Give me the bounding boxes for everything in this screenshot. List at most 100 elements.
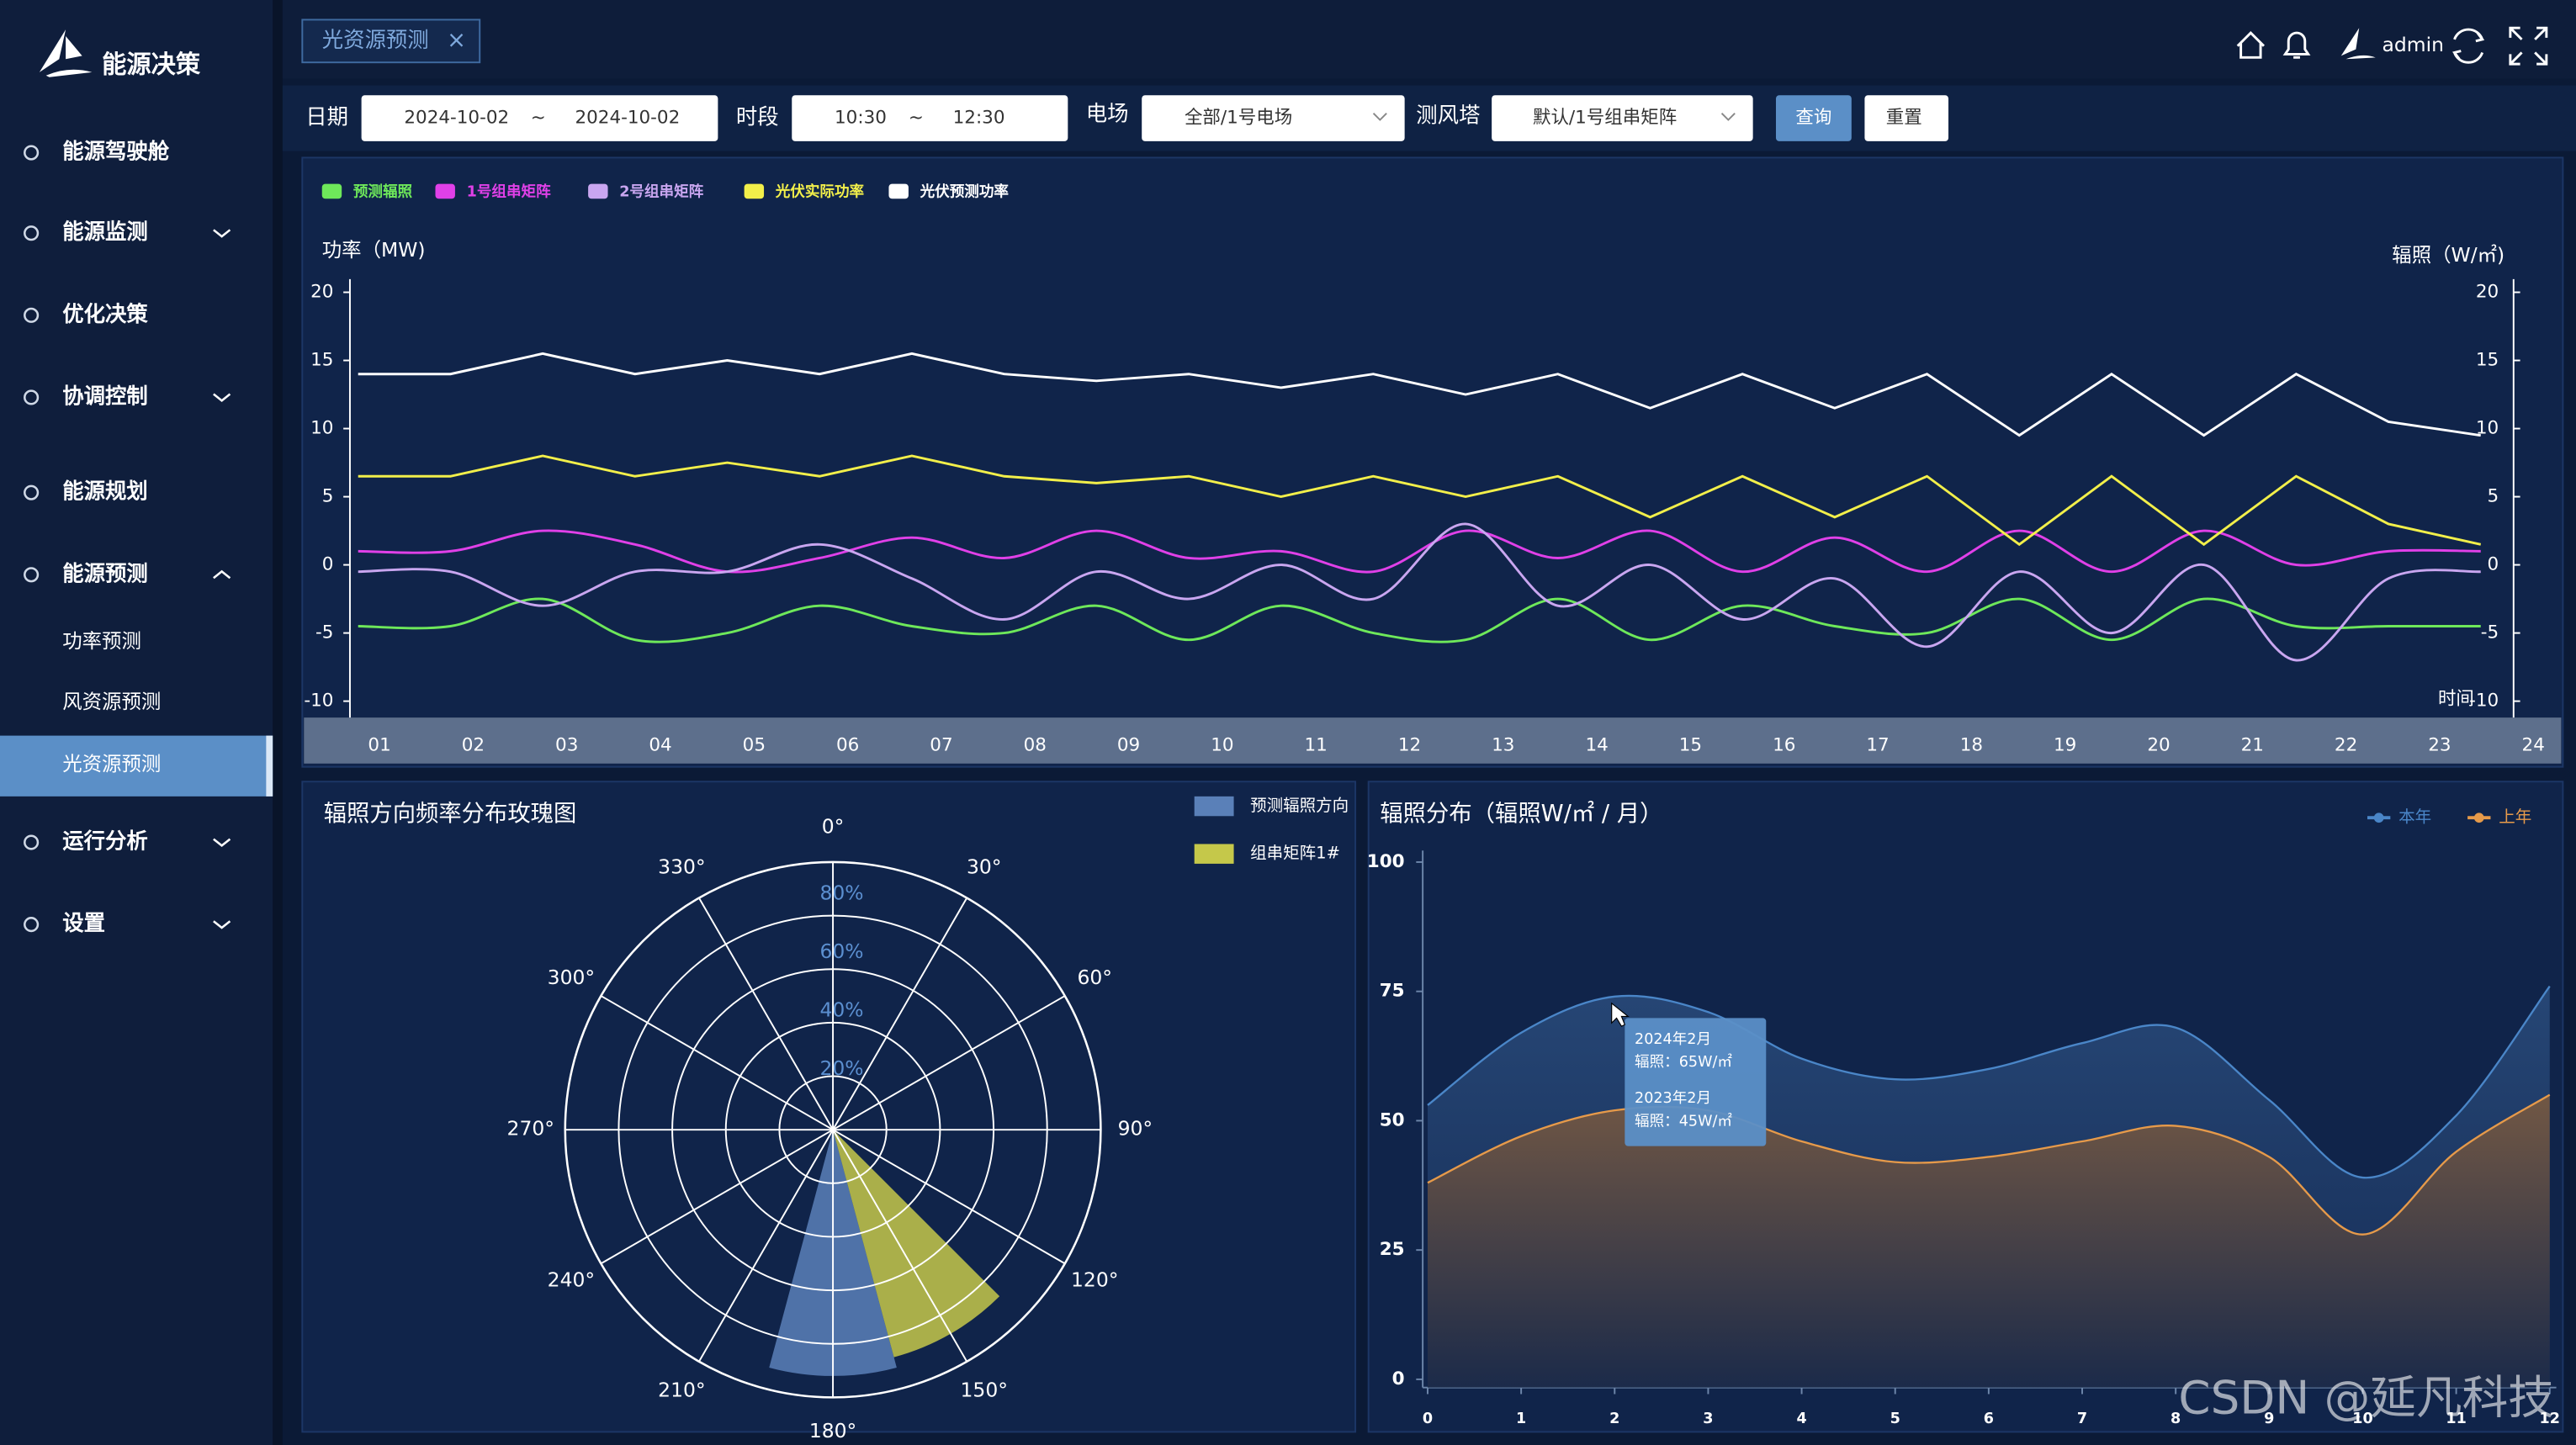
legend-swatch[interactable] <box>435 183 455 199</box>
date-label: 日期 <box>305 104 348 130</box>
x-tick-label: 21 <box>2241 734 2264 755</box>
legend-label[interactable]: 光伏实际功率 <box>775 183 865 200</box>
menu-item[interactable]: 光资源预测 <box>62 752 161 775</box>
series-area <box>1427 1094 2550 1388</box>
y-tick-label: 0 <box>322 554 334 575</box>
menu-item[interactable]: 功率预测 <box>62 629 141 653</box>
user-name[interactable]: admin <box>2383 33 2444 56</box>
x-tick-label: 13 <box>1492 734 1514 755</box>
x-tick-label: 4 <box>1796 1411 1806 1427</box>
menu-item[interactable]: 能源规划 <box>62 479 148 504</box>
x-tick-label: 11 <box>1305 734 1328 755</box>
tab-close[interactable]: × <box>447 27 466 53</box>
bell-icon[interactable] <box>2282 31 2311 59</box>
legend-swatch[interactable] <box>321 183 342 199</box>
legend-label[interactable]: 组串矩阵1# <box>1250 844 1340 863</box>
series-line <box>358 352 2481 437</box>
x-tick-label: 07 <box>930 734 952 755</box>
legend-label[interactable]: 1号组串矩阵 <box>467 183 551 200</box>
legend-dot <box>2373 812 2384 823</box>
menu-item[interactable]: 设置 <box>62 910 105 935</box>
x-tick-label: 20 <box>2147 734 2170 755</box>
angle-label: 0° <box>822 814 845 838</box>
angle-label: 210° <box>658 1379 705 1402</box>
time-sep: ~ <box>909 108 924 129</box>
date-input[interactable] <box>361 95 718 141</box>
tooltip <box>1625 1018 1767 1146</box>
legend-swatch[interactable] <box>888 183 909 199</box>
tab-label[interactable]: 光资源预测 <box>322 27 429 52</box>
field-select[interactable] <box>1142 95 1405 141</box>
x-axis-band <box>304 717 2562 764</box>
menu-chevron <box>213 229 231 238</box>
legend-label[interactable]: 光伏预测功率 <box>920 183 1010 200</box>
legend-swatch[interactable] <box>744 183 765 199</box>
line-panel <box>301 156 2564 768</box>
active-menu-marker <box>266 735 273 797</box>
tower-select[interactable] <box>1492 95 1753 141</box>
x-tick-label: 24 <box>2522 734 2545 755</box>
sidebar-divider <box>273 0 283 1445</box>
menu-item[interactable]: 运行分析 <box>62 828 148 854</box>
y2-tick-label: 15 <box>2476 350 2499 371</box>
legend-label[interactable]: 上年 <box>2499 807 2531 827</box>
x-tick-label: 23 <box>2428 734 2451 755</box>
menu-item[interactable]: 协调控制 <box>62 383 148 408</box>
query-button[interactable] <box>1775 95 1852 141</box>
legend-label[interactable]: 2号组串矩阵 <box>619 183 703 200</box>
menu-item[interactable]: 风资源预测 <box>62 690 161 713</box>
legend-swatch[interactable] <box>588 183 608 199</box>
polar-spoke <box>832 995 1066 1131</box>
tower-label: 测风塔 <box>1416 103 1480 128</box>
reset-button[interactable] <box>1864 95 1949 141</box>
menu-icon <box>24 567 40 583</box>
menu-item[interactable]: 能源驾驶舱 <box>62 139 170 164</box>
x-tick-label: 03 <box>555 734 578 755</box>
legend-label[interactable]: 本年 <box>2398 807 2431 827</box>
menu-icon <box>24 225 40 241</box>
series-line <box>358 597 2481 643</box>
x-tick-label: 15 <box>1679 734 1702 755</box>
rose-sector <box>833 1130 1000 1358</box>
menu-item[interactable]: 能源监测 <box>62 219 148 244</box>
tab[interactable] <box>301 19 481 64</box>
tooltip-line: 2023年2月 <box>1635 1090 1711 1107</box>
legend-label[interactable]: 预测辐照 <box>353 183 413 200</box>
angle-label: 300° <box>548 966 595 989</box>
legend-swatch[interactable] <box>1194 844 1234 864</box>
x-tick-label: 12 <box>2540 1411 2560 1427</box>
cursor <box>1611 1002 1630 1027</box>
area-title: 辐照分布（辐照W/㎡ / 月） <box>1380 801 1662 827</box>
x-tick-label: 19 <box>2054 734 2076 755</box>
menu-icon <box>24 389 40 405</box>
x-tick-label: 22 <box>2335 734 2357 755</box>
y-tick-label: 20 <box>310 282 333 303</box>
menu-item[interactable]: 优化决策 <box>62 301 148 326</box>
legend-label[interactable]: 预测辐照方向 <box>1250 796 1349 815</box>
x-tick-label: 1 <box>1516 1411 1526 1427</box>
angle-label: 240° <box>548 1268 595 1291</box>
menu-chevron <box>213 569 231 580</box>
y-tick-label: 75 <box>1380 981 1405 1002</box>
refresh-icon[interactable] <box>2451 28 2485 64</box>
home-icon[interactable] <box>2236 30 2266 59</box>
menu-item[interactable]: 能源预测 <box>62 560 148 585</box>
x-tick-label: 14 <box>1585 734 1608 755</box>
fullscreen-icon[interactable] <box>2509 26 2548 66</box>
x-tick-label: 02 <box>462 734 485 755</box>
legend-dot <box>2473 812 2484 823</box>
logo-text: 能源决策 <box>102 50 201 79</box>
query[interactable]: 查询 <box>1795 108 1831 129</box>
date-end: 2024-10-02 <box>575 108 680 129</box>
x-tick-label: 09 <box>1117 734 1140 755</box>
field-label: 电场 <box>1086 101 1129 126</box>
reset[interactable]: 重置 <box>1886 108 1922 129</box>
series-line <box>358 454 2482 547</box>
time-input[interactable] <box>792 95 1068 141</box>
y2-tick-label: -10 <box>2469 691 2499 712</box>
y-tick-label: 25 <box>1380 1239 1405 1260</box>
menu-icon <box>24 917 40 933</box>
x-tick-label: 7 <box>2077 1411 2087 1427</box>
tooltip-line: 辐照：45W/㎡ <box>1635 1112 1732 1130</box>
legend-swatch[interactable] <box>1194 796 1234 817</box>
